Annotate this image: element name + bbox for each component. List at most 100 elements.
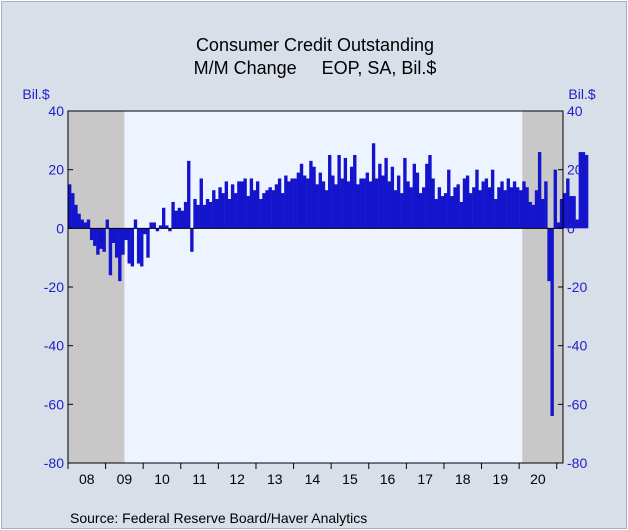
bar bbox=[268, 187, 272, 229]
bar bbox=[165, 225, 169, 229]
source-note: Source: Federal Reserve Board/Haver Anal… bbox=[70, 510, 367, 526]
bar bbox=[121, 228, 125, 255]
bar bbox=[475, 169, 479, 229]
bar bbox=[544, 181, 548, 229]
bar bbox=[118, 228, 122, 282]
bar bbox=[522, 181, 526, 229]
bar bbox=[456, 184, 460, 229]
bar bbox=[243, 178, 247, 229]
bar bbox=[140, 228, 144, 267]
bar bbox=[315, 184, 319, 229]
bar bbox=[447, 169, 451, 229]
bar bbox=[274, 184, 279, 229]
bar bbox=[155, 228, 160, 232]
bar bbox=[99, 228, 103, 249]
bar bbox=[246, 196, 250, 229]
bar bbox=[281, 193, 285, 229]
bar bbox=[146, 228, 150, 258]
y-tick-label-left: 0 bbox=[56, 220, 64, 236]
bar bbox=[293, 178, 297, 229]
bar bbox=[390, 166, 395, 229]
bar bbox=[187, 160, 191, 229]
bar bbox=[68, 184, 72, 229]
bar bbox=[563, 193, 567, 229]
x-tick-label: 12 bbox=[229, 471, 245, 487]
bar bbox=[221, 193, 225, 229]
bar bbox=[528, 201, 532, 229]
bar bbox=[396, 175, 401, 229]
bar bbox=[437, 187, 442, 229]
bar bbox=[353, 155, 357, 229]
bar bbox=[469, 193, 473, 229]
bar bbox=[262, 193, 266, 229]
bar bbox=[74, 204, 78, 229]
bar bbox=[569, 196, 573, 229]
y-tick-label-right: -80 bbox=[567, 455, 587, 471]
y-tick-label-left: -60 bbox=[44, 396, 64, 412]
x-tick-label: 11 bbox=[192, 471, 207, 487]
bar bbox=[559, 199, 564, 229]
x-tick-label: 13 bbox=[267, 471, 283, 487]
bar bbox=[240, 181, 244, 229]
bar bbox=[77, 213, 81, 229]
bar bbox=[450, 196, 454, 229]
bar bbox=[381, 175, 385, 229]
bar bbox=[80, 219, 84, 229]
bar bbox=[299, 163, 304, 229]
y-tick-label-right: -60 bbox=[567, 396, 587, 412]
left-unit-label: Bil.$ bbox=[22, 86, 49, 102]
bar bbox=[431, 178, 435, 229]
bar bbox=[136, 228, 141, 264]
bar bbox=[227, 199, 232, 229]
bar bbox=[296, 172, 301, 229]
bar bbox=[362, 178, 366, 229]
bar bbox=[86, 219, 91, 229]
bar bbox=[174, 210, 178, 229]
y-tick-label-left: -40 bbox=[44, 338, 64, 354]
bar bbox=[133, 219, 138, 229]
bar bbox=[556, 222, 561, 229]
bar bbox=[321, 181, 326, 229]
bar bbox=[218, 187, 222, 229]
bar bbox=[196, 204, 200, 229]
bar bbox=[581, 152, 586, 229]
bar bbox=[83, 222, 88, 229]
bar bbox=[168, 228, 172, 232]
bar bbox=[425, 163, 429, 229]
bar bbox=[324, 190, 329, 229]
bar bbox=[516, 187, 520, 229]
bar bbox=[506, 178, 510, 229]
bar bbox=[547, 228, 551, 282]
bar bbox=[494, 199, 498, 229]
bar bbox=[183, 201, 188, 229]
bar bbox=[356, 184, 360, 229]
bar bbox=[572, 196, 576, 229]
bar bbox=[462, 178, 467, 229]
bar bbox=[534, 190, 539, 229]
bar bbox=[290, 178, 294, 229]
bar bbox=[359, 178, 363, 229]
bar bbox=[208, 201, 213, 229]
bar bbox=[537, 152, 542, 229]
bar bbox=[406, 181, 410, 229]
plot-background bbox=[68, 111, 563, 463]
x-tick-label: 10 bbox=[154, 471, 170, 487]
bar bbox=[512, 181, 517, 229]
bar bbox=[500, 181, 504, 229]
bar bbox=[453, 187, 457, 229]
bar bbox=[302, 175, 307, 229]
x-tick-label: 15 bbox=[342, 471, 358, 487]
bar bbox=[346, 181, 351, 229]
bar bbox=[375, 178, 379, 229]
bar bbox=[108, 228, 113, 276]
x-tick-label: 17 bbox=[417, 471, 433, 487]
bar bbox=[553, 169, 557, 229]
bar bbox=[340, 178, 344, 229]
bar bbox=[249, 178, 254, 229]
bar bbox=[130, 228, 135, 267]
bar bbox=[575, 219, 579, 229]
bar bbox=[415, 172, 420, 229]
bar bbox=[152, 222, 156, 229]
bar bbox=[443, 193, 448, 229]
bar bbox=[422, 187, 426, 229]
